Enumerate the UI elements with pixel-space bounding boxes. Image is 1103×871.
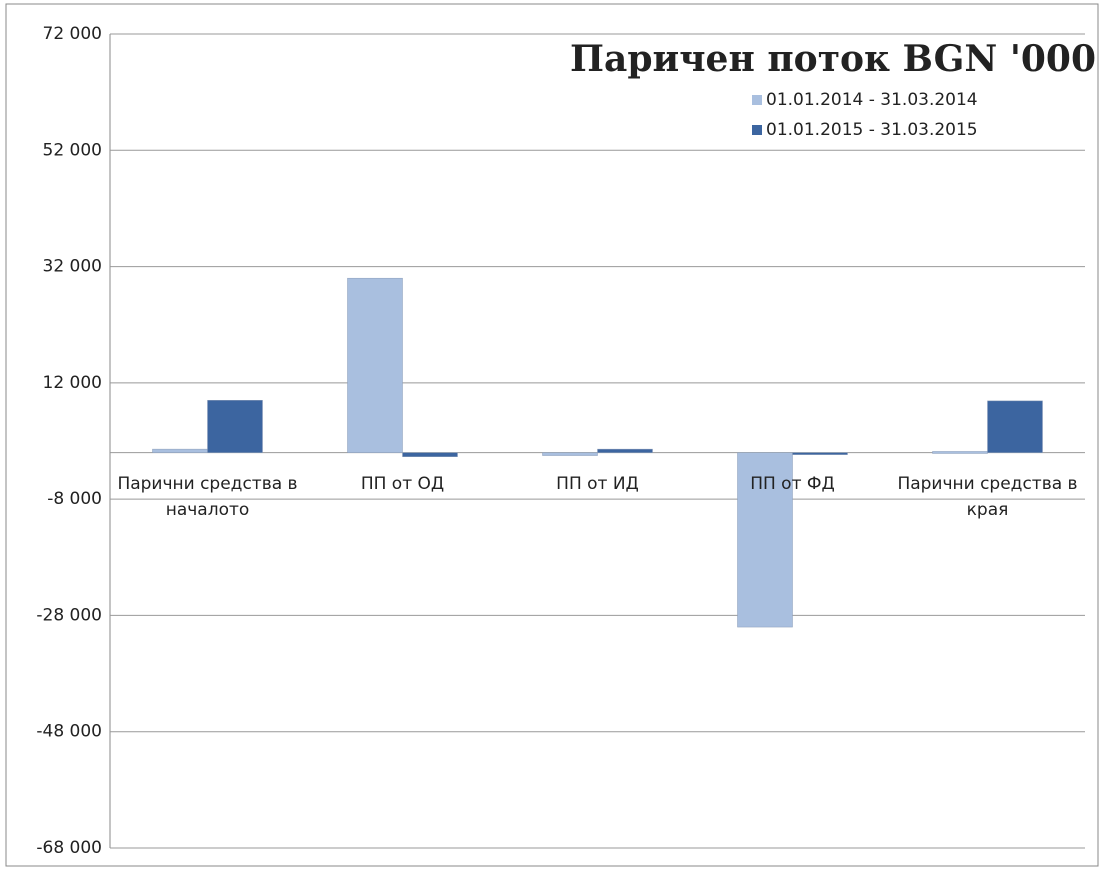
y-tick-label: -8 000 — [47, 489, 102, 509]
x-tick-label: ПП от ИД — [556, 473, 639, 494]
frame — [5, 3, 1099, 867]
bar — [932, 451, 988, 454]
y-tick-label: 32 000 — [43, 257, 102, 277]
bar — [542, 452, 598, 456]
chart-title: Паричен поток BGN '000 — [570, 38, 1096, 80]
x-tick-label: Парични средства в началото — [117, 473, 298, 520]
bar — [207, 400, 263, 453]
x-tick-label: ПП от ОД — [360, 473, 445, 494]
legend-label: 01.01.2015 - 31.03.2015 — [766, 120, 978, 140]
bar — [737, 452, 793, 628]
bar — [597, 448, 653, 453]
x-tick-label: ПП от ФД — [750, 473, 835, 494]
bar — [402, 452, 458, 457]
legend-swatch — [752, 95, 762, 105]
y-tick-label: -48 000 — [36, 722, 102, 742]
y-tick-label: -28 000 — [36, 605, 102, 625]
bar — [152, 448, 208, 453]
y-tick-label: -68 000 — [36, 838, 102, 858]
bar — [987, 400, 1043, 453]
y-tick-label: 52 000 — [43, 140, 102, 160]
bar — [792, 452, 848, 455]
bar — [347, 277, 403, 453]
legend-label: 01.01.2014 - 31.03.2014 — [766, 90, 978, 110]
x-tick-label: Парични средства в края — [897, 473, 1078, 520]
y-tick-label: 72 000 — [43, 24, 102, 44]
legend-swatch — [752, 125, 762, 135]
y-tick-label: 12 000 — [43, 373, 102, 393]
